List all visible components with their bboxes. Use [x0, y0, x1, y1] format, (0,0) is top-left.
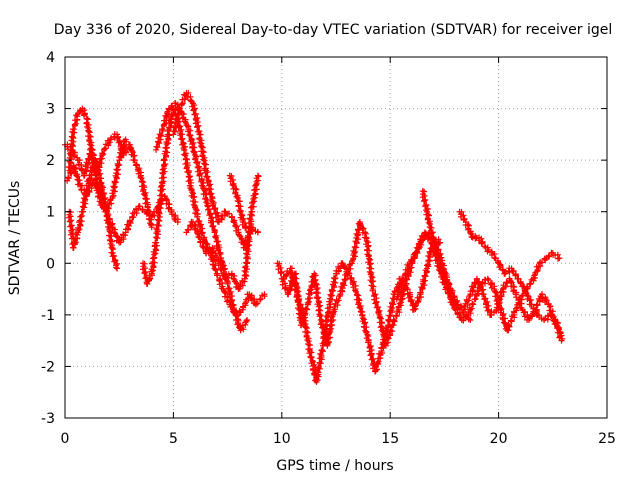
series-track-11 — [278, 219, 474, 349]
axis-ticks: 0 5 10 15 20 25 -3 -2 -1 0 1 2 3 4 — [41, 50, 616, 447]
x-tick-label: 25 — [598, 431, 616, 447]
y-tick-label: 0 — [46, 256, 55, 272]
data-points — [62, 89, 566, 385]
series-marker-trail — [184, 173, 262, 292]
y-tick-label: 4 — [46, 50, 55, 66]
series-marker-trail — [419, 188, 564, 337]
y-tick-label: -3 — [41, 411, 55, 427]
y-tick-label: -1 — [41, 308, 55, 324]
x-tick-label: 15 — [381, 431, 399, 447]
y-axis-label: SDTVAR / TECUs — [7, 181, 23, 296]
chart-title: Day 336 of 2020, Sidereal Day-to-day VTE… — [54, 22, 613, 38]
series-track-8 — [183, 172, 262, 293]
y-tick-label: 2 — [46, 153, 55, 169]
series-track-10 — [274, 234, 444, 385]
series-track-7 — [170, 89, 261, 251]
series-marker-trail — [457, 208, 566, 342]
series-track-12 — [393, 229, 563, 334]
series-track-9 — [226, 172, 253, 236]
y-tick-label: 3 — [46, 102, 55, 118]
series-track-14 — [456, 208, 566, 344]
plot-frame — [64, 56, 608, 419]
x-tick-label: 10 — [273, 431, 291, 447]
x-tick-label: 0 — [61, 431, 70, 447]
x-axis-label: GPS time / hours — [276, 458, 393, 474]
y-tick-label: 1 — [46, 205, 55, 221]
series-marker-trail — [227, 173, 252, 235]
x-tick-label: 20 — [490, 431, 508, 447]
grid — [65, 57, 607, 418]
x-tick-label: 5 — [169, 431, 178, 447]
y-tick-label: -2 — [41, 359, 55, 375]
